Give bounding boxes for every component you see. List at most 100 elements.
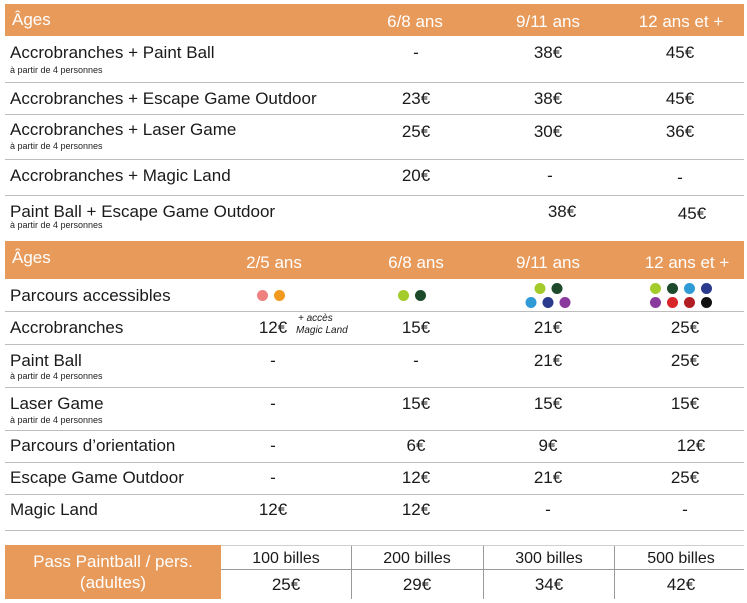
table2-divider xyxy=(5,462,744,463)
parcours-dot-icon xyxy=(650,297,661,308)
parcours-dot-icon xyxy=(667,297,678,308)
table2-row3-label: Laser Game xyxy=(10,394,104,413)
table1-row4-label: Accrobranches + Magic Land xyxy=(10,166,231,185)
table2-bottom-rule xyxy=(5,530,744,531)
table2-row1-val1: 12€ xyxy=(258,318,288,337)
parcours-dot-icon xyxy=(551,283,562,294)
table1-divider xyxy=(5,195,744,196)
table2-row2-note: à partir de 4 personnes xyxy=(10,371,103,381)
parcours-dot-icon xyxy=(684,283,695,294)
pass-col2-label: 200 billes xyxy=(383,550,451,567)
table2-header-col-12plus: 12 ans et + xyxy=(644,253,730,272)
table2-header-col-6-8: 6/8 ans xyxy=(388,253,444,272)
table2-divider xyxy=(5,494,744,495)
parcours-dots-col4 xyxy=(650,283,712,308)
table2-row3-val4: 15€ xyxy=(670,394,700,413)
table1-divider xyxy=(5,114,744,115)
parcours-dot-icon xyxy=(534,283,545,294)
parcours-dot-icon xyxy=(542,297,554,308)
table1-row3-label: Accrobranches + Laser Game xyxy=(10,120,237,139)
table1-row1-val1: - xyxy=(413,43,419,62)
table1-row3-val2: 30€ xyxy=(533,122,563,141)
table1-row4-val2: - xyxy=(547,166,553,185)
table1-row2-val2: 38€ xyxy=(533,89,563,108)
table2-row3-note: à partir de 4 personnes xyxy=(10,415,103,425)
table2-row2-label: Paint Ball xyxy=(10,351,82,370)
parcours-dot-icon xyxy=(525,297,537,308)
table1-row4-val1: 20€ xyxy=(401,166,431,185)
table1-divider xyxy=(5,159,744,160)
table1-row2-val1: 23€ xyxy=(401,89,431,108)
table2-row4-val4: 12€ xyxy=(676,436,706,455)
table1-row1-note: à partir de 4 personnes xyxy=(10,65,103,75)
table1-header-col-9-11: 9/11 ans xyxy=(516,12,580,31)
pass-paintball-title: Pass Paintball / pers. (adultes) xyxy=(5,545,221,599)
parcours-dot-icon xyxy=(559,297,571,308)
table1-row1-label: Accrobranches + Paint Ball xyxy=(10,43,215,62)
table2-row6-label: Magic Land xyxy=(10,500,98,519)
pass-col2-price: 29€ xyxy=(402,575,432,594)
table2-row5-val1: - xyxy=(270,468,276,487)
table1-row1-val2: 38€ xyxy=(533,43,563,62)
table2-row3-val1: - xyxy=(270,394,276,413)
table1-row5-note: à partir de 4 personnes xyxy=(10,220,103,230)
pass-col1-label: 100 billes xyxy=(252,550,320,567)
pass-col-divider xyxy=(483,546,484,599)
table1-row5-val3: 45€ xyxy=(677,204,707,223)
table2-divider xyxy=(5,387,744,388)
table2-row2-val4: 25€ xyxy=(670,351,700,370)
table1-header-col-6-8: 6/8 ans xyxy=(387,12,443,31)
table1-row3-val1: 25€ xyxy=(401,122,431,141)
pass-title-line1: Pass Paintball / pers. xyxy=(33,552,193,571)
table2-row5-val4: 25€ xyxy=(670,468,700,487)
parcours-dot-icon xyxy=(650,283,661,294)
pass-col3-label: 300 billes xyxy=(515,550,583,567)
table2-header-band xyxy=(5,241,744,279)
pass-row-divider xyxy=(221,569,744,570)
table2-row2-val2: - xyxy=(413,351,419,370)
parcours-dots-col2 xyxy=(398,290,426,301)
pass-col-divider xyxy=(614,546,615,599)
pass-title-line2: (adultes) xyxy=(79,573,147,592)
pass-col3-price: 34€ xyxy=(534,575,564,594)
table2-row3-val3: 15€ xyxy=(533,394,563,413)
table1-row3-val3: 36€ xyxy=(665,122,695,141)
table1-row2-label: Accrobranches + Escape Game Outdoor xyxy=(10,89,317,108)
parcours-accessibles-label: Parcours accessibles xyxy=(10,286,171,305)
pass-col4-price: 42€ xyxy=(666,575,696,594)
parcours-dots-col3 xyxy=(525,283,571,308)
pass-top-rule xyxy=(221,545,744,546)
parcours-dots-col1 xyxy=(257,290,285,301)
table2-row4-label: Parcours d’orientation xyxy=(10,436,176,455)
table2-row3-val2: 15€ xyxy=(401,394,431,413)
table1-row4-val3: - xyxy=(677,168,683,187)
parcours-dot-icon xyxy=(667,283,678,294)
table1-header-band xyxy=(5,4,744,36)
table1-row5-label: Paint Ball + Escape Game Outdoor xyxy=(10,202,276,221)
parcours-dot-icon xyxy=(257,290,268,301)
table2-row5-val2: 12€ xyxy=(401,468,431,487)
table2-divider xyxy=(5,430,744,431)
table2-divider xyxy=(5,344,744,345)
table1-row5-val2: 38€ xyxy=(547,202,577,221)
parcours-dot-icon xyxy=(701,297,712,308)
table2-row6-val3: - xyxy=(545,500,551,519)
table2-row6-val2: 12€ xyxy=(401,500,431,519)
table2-row2-val1: - xyxy=(270,351,276,370)
table2-row4-val1: - xyxy=(270,436,276,455)
table2-header-col-9-11: 9/11 ans xyxy=(516,253,580,272)
parcours-dot-icon xyxy=(415,290,426,301)
table2-row1-val3: 21€ xyxy=(533,318,563,337)
pass-col-divider xyxy=(351,546,352,599)
table2-divider xyxy=(5,311,744,312)
parcours-dot-icon xyxy=(701,283,712,294)
table2-row5-val3: 21€ xyxy=(533,468,563,487)
parcours-dot-icon xyxy=(398,290,409,301)
table1-row2-val3: 45€ xyxy=(665,89,695,108)
table2-row2-val3: 21€ xyxy=(533,351,563,370)
table2-row1-val2: 15€ xyxy=(401,318,431,337)
table2-row4-val2: 6€ xyxy=(406,436,426,455)
pass-col4-label: 500 billes xyxy=(647,550,715,567)
parcours-dot-icon xyxy=(684,297,695,308)
table2-row4-val3: 9€ xyxy=(538,436,558,455)
